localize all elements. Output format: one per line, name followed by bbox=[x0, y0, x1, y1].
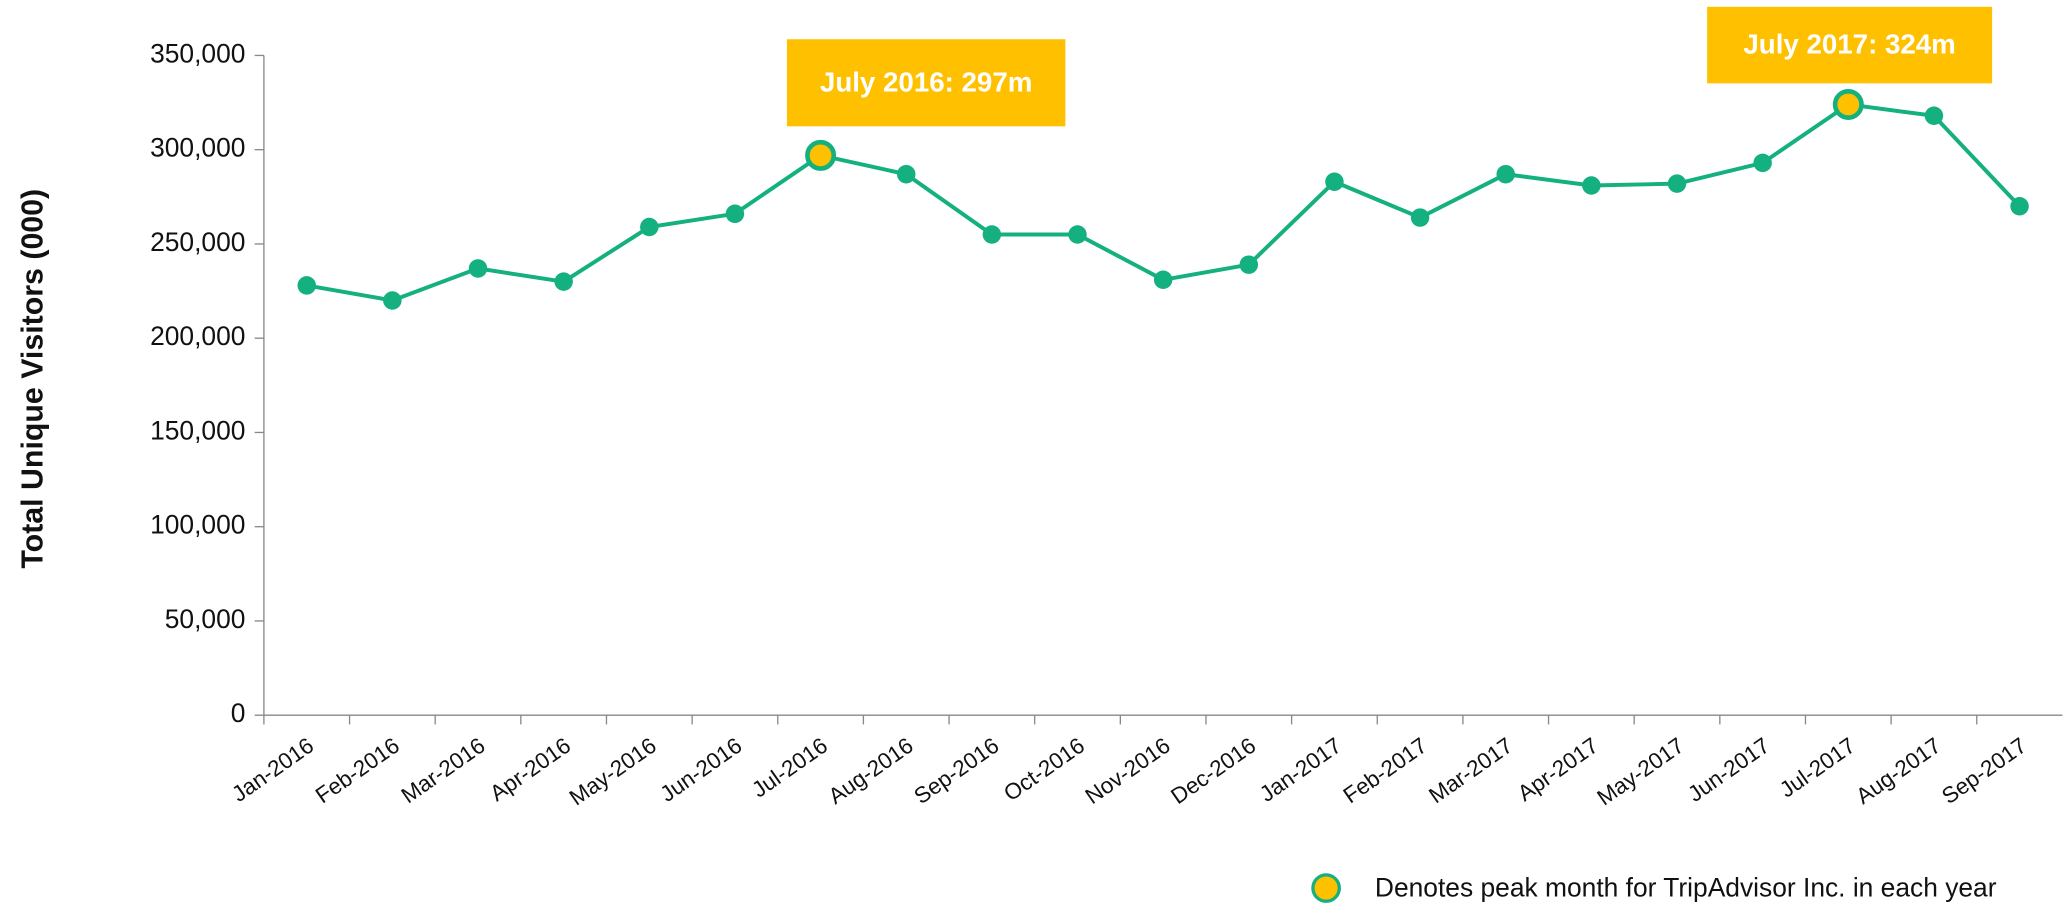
x-tick-label: Feb-2016 bbox=[311, 733, 404, 809]
note: Denotes peak month for TripAdvisor Inc. … bbox=[1375, 872, 1997, 902]
x-tick-label: Apr-2016 bbox=[485, 733, 575, 806]
x-tick-label: Oct-2016 bbox=[999, 733, 1089, 806]
x-tick-label: May-2016 bbox=[565, 733, 661, 811]
marker bbox=[383, 291, 402, 310]
x-tick-label: Mar-2017 bbox=[1424, 733, 1517, 809]
marker bbox=[1667, 174, 1687, 193]
marker bbox=[1410, 208, 1430, 227]
marker bbox=[1325, 172, 1344, 191]
marker bbox=[1239, 255, 1259, 274]
marker bbox=[1068, 225, 1087, 244]
x-tick-label: Aug-2017 bbox=[1851, 733, 1945, 809]
annotation: July 2017: 324m bbox=[1743, 29, 1955, 60]
x-tick-label: May-2017 bbox=[1593, 733, 1689, 811]
peak-marker bbox=[1832, 88, 1864, 120]
annotation: July 2016: 297m bbox=[820, 66, 1032, 97]
marker bbox=[640, 217, 659, 237]
x-tick-label: Jul-2016 bbox=[747, 733, 832, 803]
annotation-box bbox=[786, 39, 1066, 127]
y-tick-label: 350,000 bbox=[150, 38, 245, 68]
y-tick-label: 250,000 bbox=[150, 227, 245, 257]
marker bbox=[1153, 270, 1173, 290]
y-tick-label: 300,000 bbox=[150, 133, 245, 163]
x-tick-label: Feb-2017 bbox=[1339, 733, 1432, 809]
marker bbox=[725, 204, 745, 224]
marker bbox=[468, 259, 488, 278]
y-tick-label: 50,000 bbox=[165, 604, 246, 634]
marker bbox=[1582, 176, 1601, 195]
x-tick-label: Jan-2016 bbox=[227, 733, 318, 807]
x-tick-label: Nov-2016 bbox=[1081, 733, 1175, 809]
x-tick-label: Aug-2016 bbox=[824, 733, 918, 809]
x-tick-label: Apr-2017 bbox=[1513, 733, 1603, 806]
note-marker bbox=[1311, 873, 1341, 903]
y-tick-label: 100,000 bbox=[150, 510, 245, 540]
marker bbox=[2010, 197, 2029, 216]
marker bbox=[896, 164, 916, 184]
x-tick-label: Jun-2016 bbox=[656, 733, 747, 807]
x-tick-label: Sep-2017 bbox=[1937, 733, 2031, 809]
x-tick-label: Jan-2017 bbox=[1255, 733, 1346, 807]
marker bbox=[1753, 153, 1772, 173]
y-tick-label: 0 bbox=[231, 698, 246, 728]
x-tick-label: Jun-2017 bbox=[1683, 733, 1774, 807]
peak-marker bbox=[805, 139, 837, 171]
marker bbox=[297, 276, 316, 295]
marker bbox=[1496, 164, 1515, 184]
marker bbox=[982, 225, 1002, 244]
y-tick-label: 150,000 bbox=[150, 415, 245, 445]
marker bbox=[1924, 106, 1944, 126]
x-tick-label: Jul-2017 bbox=[1775, 733, 1860, 803]
y-tick-label: 200,000 bbox=[150, 321, 245, 351]
x-tick-label: Mar-2016 bbox=[397, 733, 490, 809]
x-tick-label: Sep-2016 bbox=[909, 733, 1003, 809]
y-axis-label: Total Unique Visitors (000) bbox=[16, 189, 49, 569]
x-tick-label: Dec-2016 bbox=[1166, 733, 1260, 809]
marker bbox=[554, 272, 573, 291]
annotation-box bbox=[1707, 6, 1993, 84]
